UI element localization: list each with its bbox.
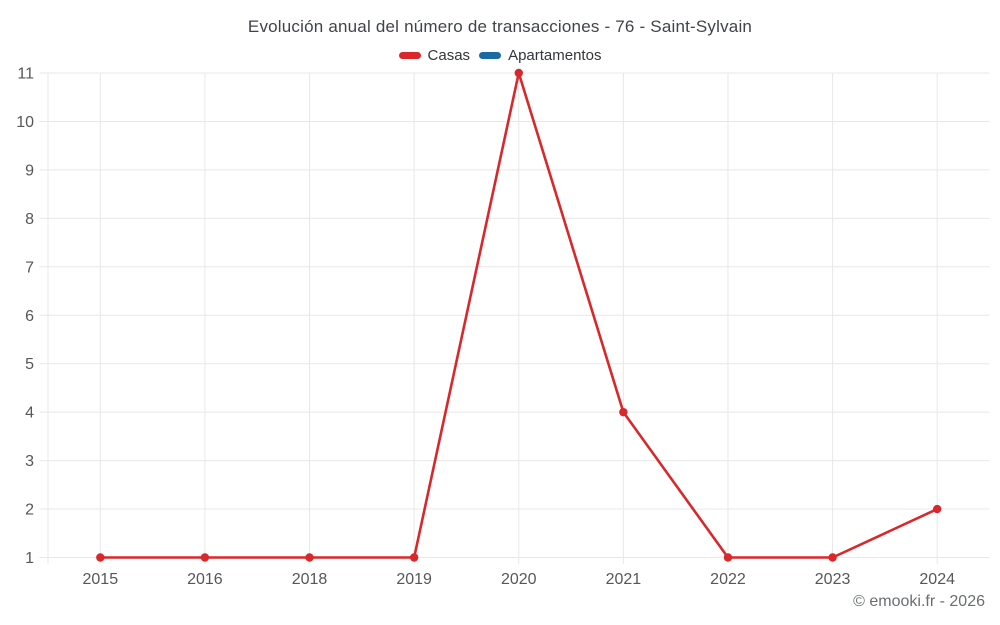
y-tick-label: 8 [25,211,34,228]
data-point-casas-2015[interactable] [96,553,105,562]
y-tick-label: 11 [17,66,34,83]
copyright-text: © emooki.fr - 2026 [853,593,985,610]
x-tick-label: 2020 [501,571,537,588]
data-point-casas-2019[interactable] [409,553,419,562]
y-tick-label: 1 [25,550,34,567]
legend-item-apartamentos[interactable]: Apartamentos [479,47,601,64]
chart-title: Evolución anual del número de transaccio… [247,17,753,36]
data-point-casas-2016[interactable] [200,553,210,562]
y-tick-label: 2 [25,502,34,519]
apartamentos-swatch-icon [479,52,502,59]
legend-item-casas[interactable]: Casas [398,47,471,64]
x-tick-label: 2016 [187,571,223,588]
casas-swatch-icon [398,52,421,59]
y-tick-label: 4 [25,405,34,422]
data-point-casas-2023[interactable] [828,553,837,562]
legend: Casas Apartamentos [0,47,1000,64]
y-tick-label: 3 [25,453,34,470]
legend-label-apartamentos: Apartamentos [508,47,602,64]
x-tick-label: 2021 [606,571,642,588]
data-point-casas-2021[interactable] [619,407,628,417]
y-tick-label: 6 [25,308,34,325]
x-tick-label: 2024 [919,571,955,588]
data-point-casas-2022[interactable] [723,553,733,562]
y-tick-label: 7 [25,259,34,276]
x-tick-label: 2019 [396,571,432,588]
x-tick-label: 2015 [83,571,119,588]
x-tick-label: 2023 [815,571,851,588]
data-point-casas-2018[interactable] [305,553,314,562]
y-tick-label: 10 [16,114,34,131]
x-tick-label: 2022 [710,571,746,588]
x-tick-label: 2018 [292,571,328,588]
data-point-casas-2024[interactable] [932,504,942,514]
y-tick-label: 5 [25,356,34,373]
y-tick-label: 9 [25,162,34,179]
legend-label-casas: Casas [427,47,471,64]
data-point-casas-2020[interactable] [514,68,523,78]
